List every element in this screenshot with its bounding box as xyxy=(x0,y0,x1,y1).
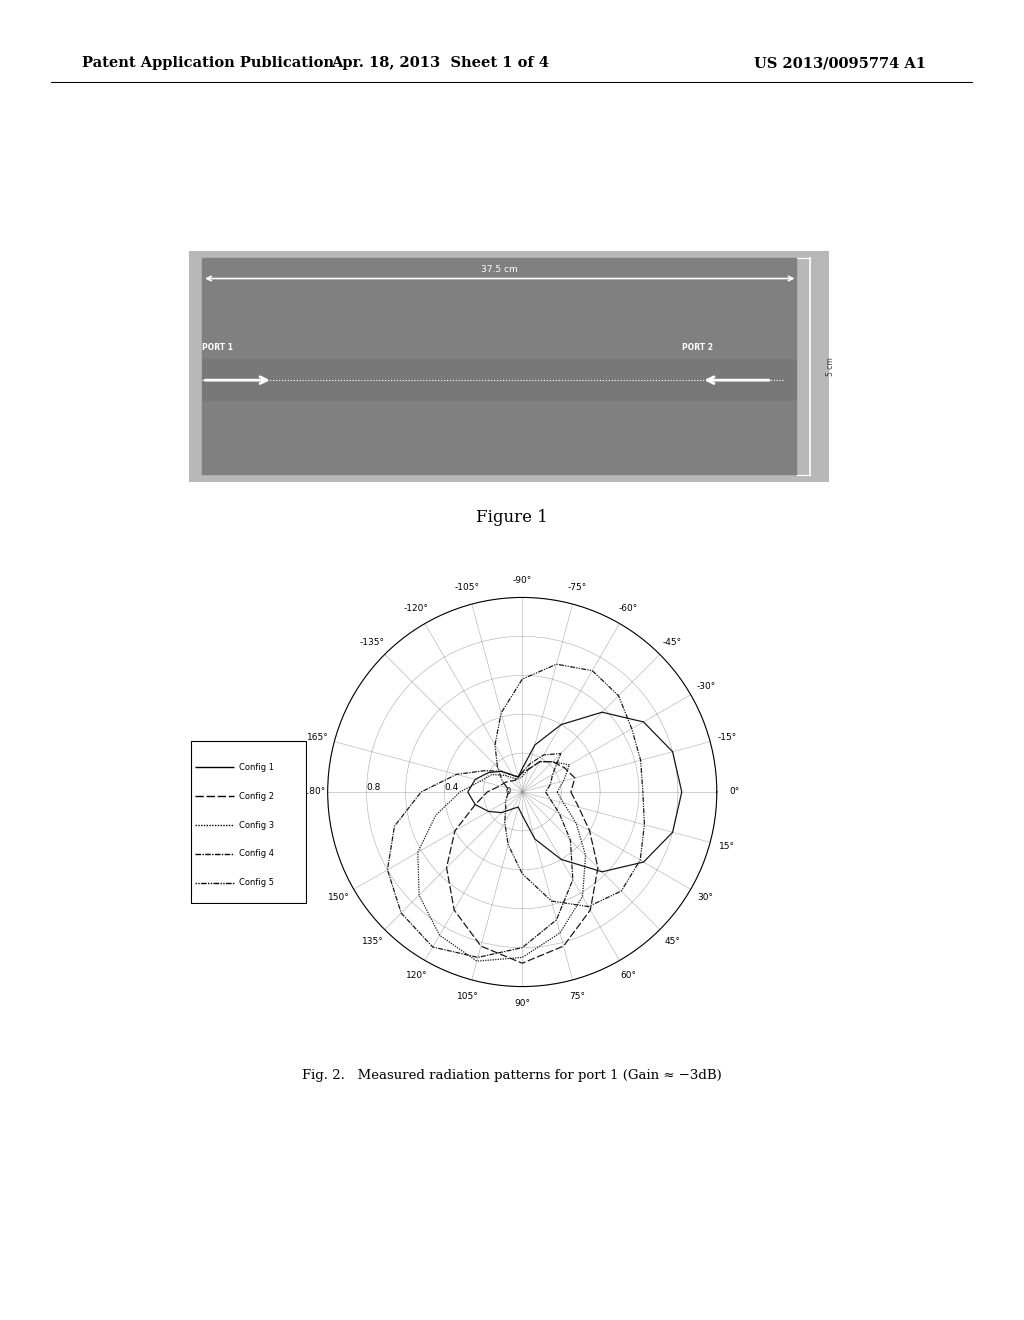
Text: US 2013/0095774 A1: US 2013/0095774 A1 xyxy=(754,57,926,70)
Text: PORT 2: PORT 2 xyxy=(682,343,714,352)
Text: 0: 0 xyxy=(506,788,511,796)
Text: Config 5: Config 5 xyxy=(239,878,273,887)
Bar xyxy=(203,359,798,401)
Text: Figure 1: Figure 1 xyxy=(476,510,548,525)
Text: Apr. 18, 2013  Sheet 1 of 4: Apr. 18, 2013 Sheet 1 of 4 xyxy=(332,57,549,70)
Text: 37.5 cm: 37.5 cm xyxy=(481,265,518,273)
Text: Patent Application Publication: Patent Application Publication xyxy=(82,57,334,70)
Text: 5 cm: 5 cm xyxy=(826,356,836,376)
Text: PORT 1: PORT 1 xyxy=(203,343,233,352)
Text: Fig. 2.   Measured radiation patterns for port 1 (Gain ≈ −3dB): Fig. 2. Measured radiation patterns for … xyxy=(302,1069,722,1082)
Text: Config 1: Config 1 xyxy=(239,763,273,772)
Text: Config 2: Config 2 xyxy=(239,792,273,801)
Text: Config 4: Config 4 xyxy=(239,849,273,858)
Text: Config 3: Config 3 xyxy=(239,821,274,829)
